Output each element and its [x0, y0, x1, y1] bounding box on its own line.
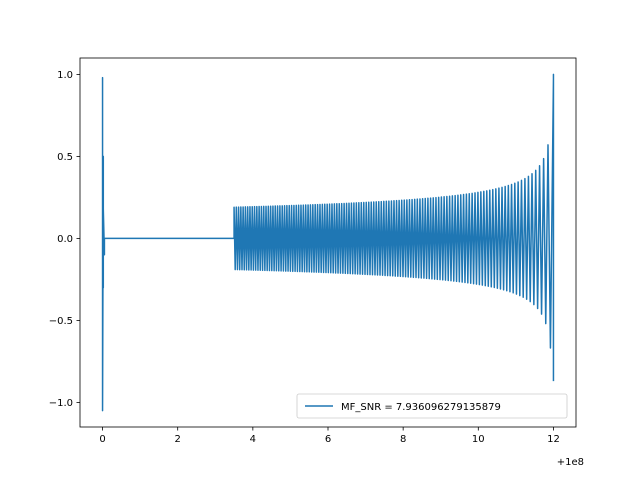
x-axis: 0 2 4 6 8 10 12	[99, 427, 560, 445]
legend-box	[296, 393, 568, 419]
x-tick-label: 0	[99, 434, 105, 445]
x-tick-label: 12	[547, 434, 560, 445]
x-tick-label: 8	[400, 434, 406, 445]
plot-area	[79, 57, 577, 428]
y-tick-label: 0.0	[57, 234, 73, 245]
legend-label: MF_SNR = 7.936096279135879	[341, 402, 501, 413]
x-tick-label: 10	[472, 434, 485, 445]
x-axis-offset-label: +1e8	[557, 457, 584, 468]
series-line	[101, 73, 555, 412]
x-tick-label: 2	[175, 434, 181, 445]
y-axis: −1.0 −0.5 0.0 0.5 1.0	[49, 70, 80, 409]
x-tick-label: 6	[325, 434, 331, 445]
y-tick-label: −0.5	[49, 316, 73, 327]
legend: MF_SNR = 7.936096279135879	[296, 393, 568, 419]
y-tick-label: 0.5	[57, 152, 73, 163]
series-layer	[101, 73, 555, 412]
x-tick-label: 4	[250, 434, 256, 445]
y-tick-label: −1.0	[49, 398, 73, 409]
y-tick-label: 1.0	[57, 70, 73, 81]
